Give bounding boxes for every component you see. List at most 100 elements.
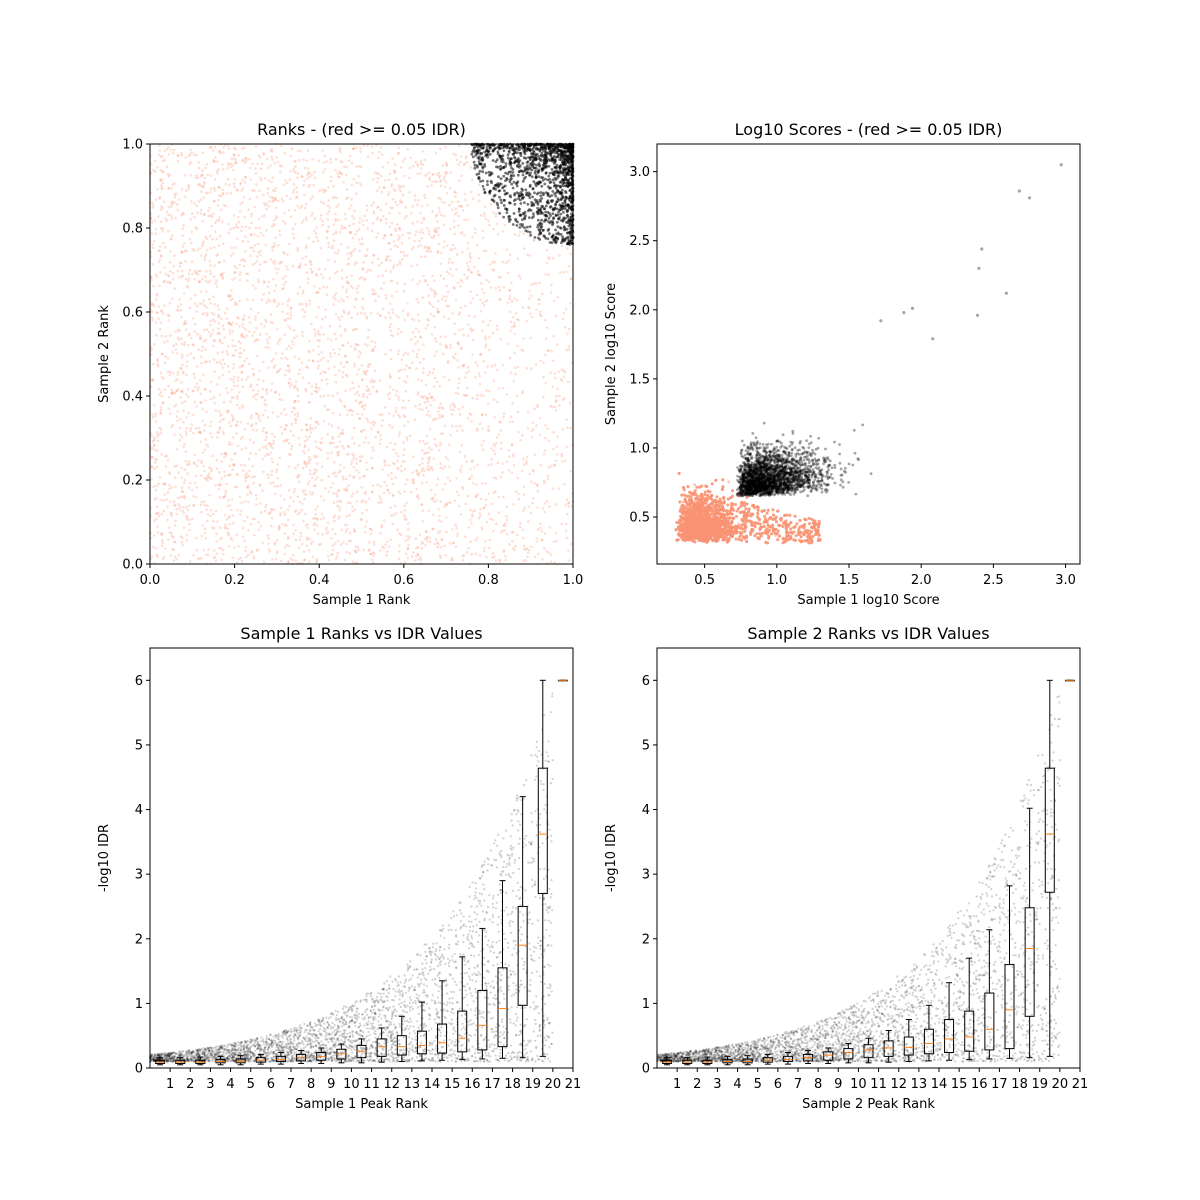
fail-point [339, 160, 342, 163]
fail-point [449, 558, 453, 562]
fail-point [249, 307, 253, 311]
fail-point [217, 168, 221, 171]
fail-point [451, 528, 454, 531]
fail-point [187, 185, 190, 188]
fail-point [516, 410, 520, 414]
fail-point [161, 206, 164, 210]
fail-point [162, 499, 165, 502]
fail-point [305, 429, 309, 432]
fail-point [180, 486, 184, 489]
fail-point [169, 250, 172, 253]
fail-point [186, 279, 190, 283]
fail-point [218, 360, 222, 364]
fail-point [308, 400, 311, 404]
fail-point [308, 350, 311, 354]
fail-point [201, 219, 204, 223]
fail-point [492, 227, 495, 231]
fail-point [156, 311, 159, 315]
fail-point [245, 555, 248, 559]
fail-point [345, 453, 349, 456]
fail-point [166, 491, 170, 494]
fail-point [215, 254, 219, 257]
fail-point [314, 516, 317, 520]
fail-point [350, 436, 354, 440]
fail-point [228, 515, 231, 518]
fail-point [256, 548, 260, 551]
pass-point [541, 176, 545, 180]
fail-point [167, 538, 170, 541]
fail-point [345, 188, 349, 191]
fail-point [275, 470, 278, 474]
fail-point [399, 166, 403, 169]
fail-point [208, 269, 212, 273]
fail-point [212, 295, 215, 298]
fail-point [150, 455, 154, 459]
fail-point [385, 484, 389, 488]
fail-point [257, 217, 261, 221]
fail-point [193, 277, 197, 281]
fail-point [176, 159, 180, 163]
fail-point [451, 402, 455, 405]
fail-point [169, 205, 173, 208]
fail-point [355, 462, 359, 465]
fail-point [197, 348, 200, 351]
fail-point [348, 224, 351, 227]
fail-point [485, 389, 488, 392]
fail-point [220, 272, 224, 276]
fail-point [255, 354, 259, 358]
fail-point [385, 553, 388, 557]
fail-point [361, 377, 364, 381]
fail-point [321, 149, 324, 152]
fail-point [323, 168, 327, 171]
fail-point [481, 448, 485, 452]
fail-point [475, 427, 479, 431]
fail-point [245, 472, 248, 475]
fail-point [487, 512, 491, 516]
fail-point [286, 253, 289, 256]
fail-point [466, 334, 470, 338]
fail-point [210, 420, 213, 424]
fail-point [430, 465, 433, 469]
fail-point [167, 274, 171, 278]
fail-point [172, 264, 175, 268]
fail-point [152, 485, 156, 489]
fail-point [306, 366, 310, 369]
fail-point [238, 366, 242, 369]
fail-point [436, 545, 440, 549]
fail-point [444, 161, 448, 165]
pass-point [552, 217, 555, 221]
fail-point [468, 477, 471, 480]
fail-point [374, 292, 378, 296]
pass-point [513, 202, 517, 206]
fail-point [453, 232, 457, 236]
fail-point [218, 332, 221, 336]
fail-point [158, 426, 161, 430]
fail-point [320, 326, 323, 329]
fail-point [349, 387, 352, 391]
fail-point [264, 204, 267, 207]
fail-point [354, 545, 358, 548]
fail-point [434, 231, 438, 234]
fail-point [480, 482, 484, 485]
fail-point [521, 306, 525, 309]
fail-point [365, 385, 369, 388]
fail-point [443, 240, 446, 243]
fail-point [272, 222, 276, 226]
fail-point [501, 230, 505, 233]
fail-point [190, 230, 193, 234]
fail-point [190, 336, 193, 340]
fail-point [459, 278, 463, 282]
fail-point [290, 410, 294, 414]
fail-point [241, 201, 244, 204]
fail-point [270, 524, 273, 528]
fail-point [215, 436, 219, 439]
fail-point [544, 337, 548, 341]
fail-point [301, 334, 304, 338]
fail-point [353, 362, 356, 366]
fail-point [395, 290, 399, 294]
fail-point [257, 528, 260, 532]
fail-point [159, 405, 163, 409]
fail-point [326, 337, 330, 340]
fail-point [332, 516, 336, 519]
fail-point [460, 280, 464, 283]
